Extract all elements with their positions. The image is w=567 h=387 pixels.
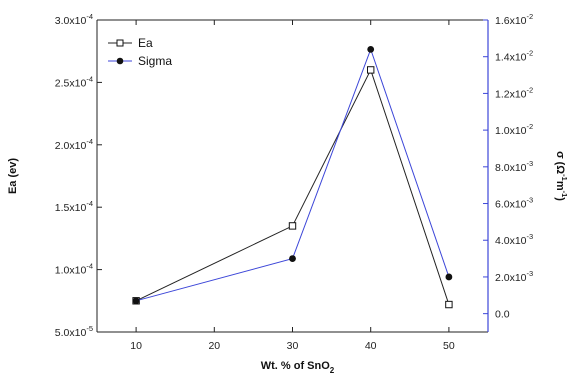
right-y-axis-label: σ (Ω-1m-1) <box>554 151 567 201</box>
left-y-tick-label: 2.5x10-4 <box>55 74 93 89</box>
left-y-tick-label: 3.0x10-4 <box>55 12 93 27</box>
x-tick-label: 10 <box>130 340 142 352</box>
right-y-tick-label: 1.0x10-2 <box>495 122 533 137</box>
axes-layer: 10 20 30 40 50 5.0x10-5 1.0x10-4 1.5x10-4 2.0x10… <box>55 12 533 352</box>
right-y-tick-label: 6.0x10-3 <box>495 196 533 211</box>
data-point-sigma <box>132 297 140 305</box>
right-y-tick-label: 8.0x10-3 <box>495 159 533 174</box>
data-point-ea <box>445 300 453 309</box>
series-line-ea <box>135 68 450 305</box>
x-tick-label: 50 <box>443 340 455 352</box>
left-y-tick-label: 1.0x10-4 <box>55 262 93 277</box>
data-point-sigma <box>367 45 375 53</box>
left-y-tick-label: 5.0x10-5 <box>55 324 93 339</box>
data-point-sigma <box>289 255 296 262</box>
left-y-tick-label: 2.0x10-4 <box>55 137 93 152</box>
data-point-sigma <box>445 273 453 281</box>
axis-labels: Wt. % of SnO2 Ea (ev) σ (Ω-1m-1) <box>7 151 567 375</box>
legend-label-ea: Ea <box>138 36 153 50</box>
x-tick-label: 30 <box>287 340 299 352</box>
left-y-tick-label: 1.5x10-4 <box>55 199 93 214</box>
legend-marker-sigma <box>116 57 124 65</box>
legend-marker-ea <box>116 39 124 47</box>
right-y-tick-label: 1.2x10-2 <box>495 85 533 100</box>
legend-label-sigma: Sigma <box>138 54 172 68</box>
right-y-tick-label: 1.4x10-2 <box>495 49 533 64</box>
right-y-tick-label: 2.0x10-3 <box>495 269 533 284</box>
x-axis-label: Wt. % of SnO2 <box>261 360 335 375</box>
series-layer <box>132 45 453 309</box>
right-y-tick-label: 0.0 <box>495 309 510 321</box>
data-point-ea <box>367 66 375 74</box>
x-tick-label: 40 <box>365 340 377 352</box>
data-point-ea <box>288 222 297 230</box>
x-tick-label: 20 <box>208 340 220 352</box>
right-y-tick-label: 1.6x10-2 <box>495 12 533 27</box>
series-line-sigma <box>135 47 450 302</box>
left-y-axis-label: Ea (ev) <box>7 158 19 194</box>
right-y-tick-label: 4.0x10-3 <box>495 232 533 247</box>
legend: Ea Sigma <box>108 36 172 68</box>
